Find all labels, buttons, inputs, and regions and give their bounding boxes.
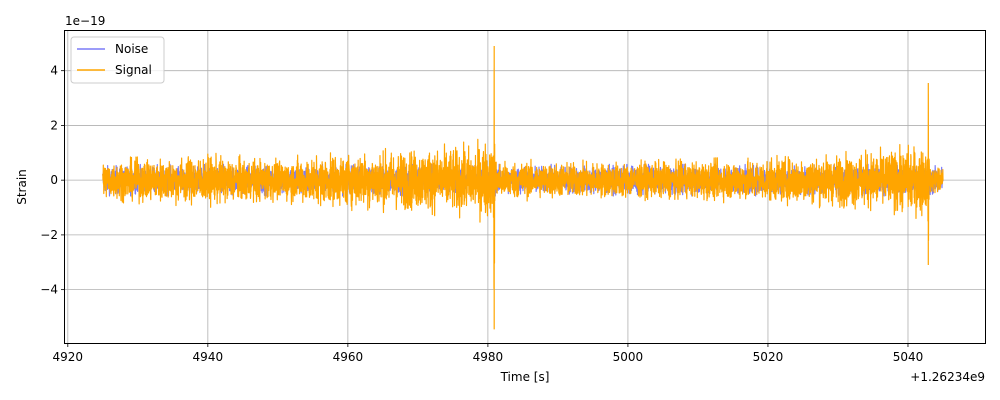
series-line-signal	[102, 46, 944, 330]
x-tick-label: 5000	[613, 350, 644, 364]
x-axis-label: Time [s]	[500, 370, 550, 384]
x-tick-label: 4920	[53, 350, 84, 364]
y-tick-label: 0	[50, 173, 58, 187]
legend-label-noise: Noise	[115, 42, 148, 56]
y-tick-label: −4	[40, 283, 58, 297]
legend: Noise Signal	[70, 36, 165, 84]
x-tick-label: 4940	[193, 350, 224, 364]
y-axis-label: Strain	[15, 169, 29, 205]
axis-ticks: 4920 4940 4960 4980 5000 5020 5040 −4 −2 0 2 4	[40, 64, 923, 364]
x-tick-label: 5040	[893, 350, 924, 364]
y-tick-label: −2	[40, 228, 58, 242]
plot-frame	[64, 30, 986, 344]
y-tick-label: 4	[50, 64, 58, 78]
x-tick-label: 4980	[473, 350, 504, 364]
legend-label-signal: Signal	[115, 63, 152, 77]
y-tick-label: 2	[50, 118, 58, 132]
x-tick-label: 5020	[753, 350, 784, 364]
plot-series	[102, 46, 944, 330]
x-tick-label: 4960	[333, 350, 364, 364]
y-scale-text: 1e−19	[65, 14, 105, 28]
x-offset-text: +1.26234e9	[910, 370, 985, 384]
